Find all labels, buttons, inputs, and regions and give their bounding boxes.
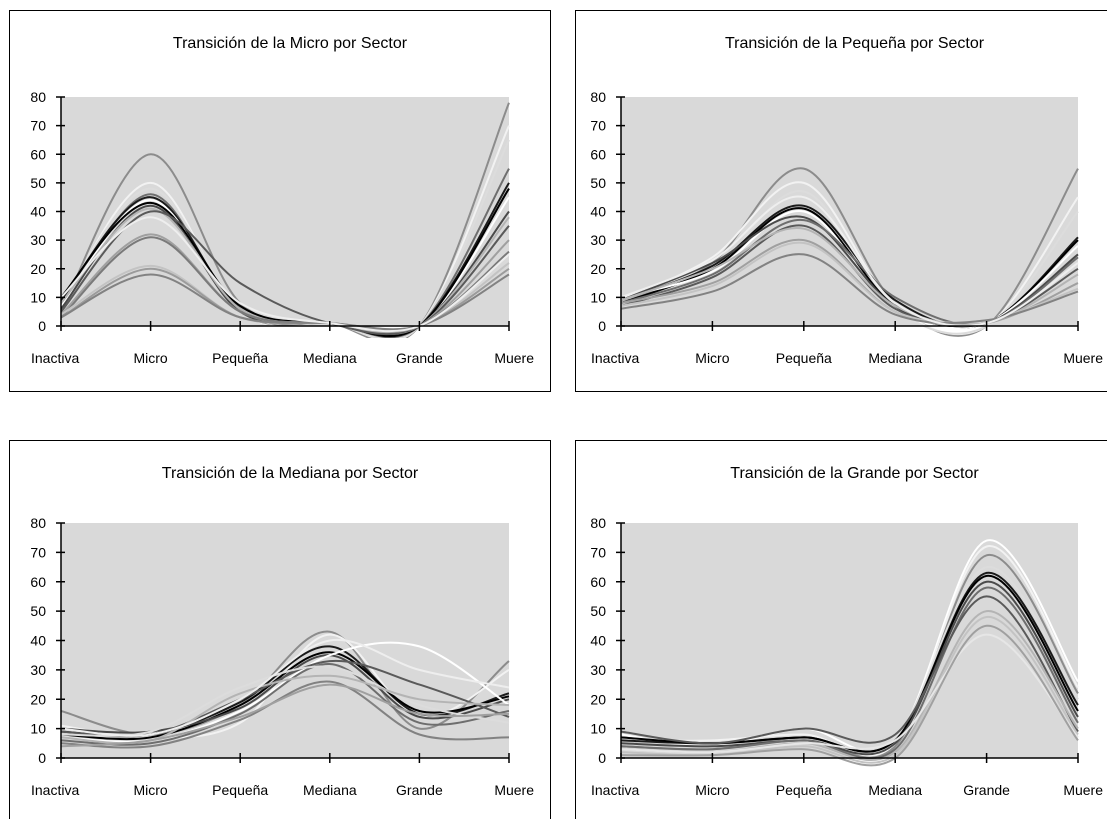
chart-panel-pequena: Transición de la Pequeña por Sector 0 10 20… — [575, 10, 1107, 392]
y-tick-label: 50 — [590, 603, 606, 619]
y-tick-label: 70 — [590, 118, 606, 134]
x-tick-label: Inactiva — [591, 350, 639, 366]
x-tick-label: Muere — [1063, 350, 1103, 366]
x-tick-label: Muere — [494, 782, 534, 798]
y-tick-label: 0 — [38, 318, 46, 334]
chart-svg-mediana: Transición de la Mediana por Sector 0 10 20… — [30, 465, 534, 798]
y-tick-label: 0 — [38, 750, 46, 766]
y-tick-label: 60 — [590, 574, 606, 590]
chart-svg-micro: Transición de la Micro por Sector 0 10 20 30… — [30, 35, 534, 366]
x-tick-label: Micro — [695, 350, 729, 366]
series-line-8 — [621, 586, 1079, 760]
chart-svg-pequena: Transición de la Pequeña por Sector 0 10 20… — [590, 35, 1103, 366]
x-tick-label: Micro — [133, 782, 167, 798]
series-line-10 — [61, 210, 510, 336]
y-tick-label: 80 — [590, 89, 606, 105]
y-tick-label: 40 — [590, 204, 606, 220]
y-tick-label: 80 — [30, 89, 46, 105]
x-tick-label: Grande — [963, 350, 1010, 366]
x-tick-label: Inactiva — [31, 350, 79, 366]
chart-title: Transición de la Mediana por Sector — [162, 465, 419, 482]
series-line-12 — [61, 683, 510, 748]
x-tick-label: Muere — [494, 350, 534, 366]
series-line-12 — [621, 633, 1079, 754]
chart-panel-micro: Transición de la Micro por Sector 0 10 20 30… — [9, 10, 551, 392]
x-tick-label: Mediana — [303, 782, 357, 798]
y-tick-label: 40 — [30, 204, 46, 220]
series-line-11 — [621, 238, 1079, 327]
series-line-13 — [61, 638, 510, 737]
y-tick-label: 0 — [598, 750, 606, 766]
series-line-6 — [621, 210, 1079, 330]
x-tick-label: Muere — [1063, 782, 1103, 798]
x-tick-label: Grande — [963, 782, 1010, 798]
y-tick-label: 80 — [30, 515, 46, 531]
y-tick-label: 40 — [590, 633, 606, 649]
y-tick-label: 60 — [30, 146, 46, 162]
x-tick-label: Inactiva — [591, 782, 639, 798]
series-line-7 — [61, 188, 510, 337]
series-line-16 — [61, 216, 510, 333]
y-tick-label: 10 — [30, 289, 46, 305]
series-group — [621, 167, 1079, 337]
series-group — [61, 102, 510, 338]
chart-title: Transición de la Micro por Sector — [173, 35, 408, 52]
series-group — [61, 630, 510, 749]
y-tick-label: 10 — [590, 721, 606, 737]
y-tick-label: 30 — [30, 662, 46, 678]
y-tick-label: 30 — [590, 662, 606, 678]
y-tick-label: 0 — [598, 318, 606, 334]
chart-panel-grande: Transición de la Grande por Sector 0 10 20 3… — [575, 440, 1107, 819]
y-tick-label: 70 — [30, 118, 46, 134]
x-tick-label: Pequeña — [776, 350, 832, 366]
x-tick-label: Grande — [396, 782, 443, 798]
chart-panel-mediana: Transición de la Mediana por Sector 0 10 20… — [9, 440, 551, 819]
chart-title: Transición de la Pequeña por Sector — [725, 35, 985, 52]
series-line-13 — [621, 253, 1079, 325]
x-tick-label: Grande — [396, 350, 443, 366]
x-tick-label: Mediana — [868, 350, 922, 366]
x-tick-label: Micro — [695, 782, 729, 798]
y-tick-label: 50 — [590, 175, 606, 191]
x-tick-label: Pequeña — [776, 782, 832, 798]
y-tick-label: 30 — [30, 232, 46, 248]
series-line-7 — [621, 580, 1079, 756]
y-tick-label: 20 — [30, 691, 46, 707]
series-line-4 — [61, 651, 510, 741]
series-line-10 — [61, 680, 510, 749]
x-tick-label: Micro — [133, 350, 167, 366]
x-tick-label: Mediana — [868, 782, 922, 798]
y-tick-label: 50 — [30, 603, 46, 619]
series-line-9 — [621, 595, 1079, 745]
y-tick-label: 10 — [590, 289, 606, 305]
series-line-14 — [621, 195, 1079, 327]
series-line-9 — [61, 665, 510, 737]
y-tick-label: 70 — [30, 544, 46, 560]
y-tick-label: 50 — [30, 175, 46, 191]
series-line-2 — [621, 181, 1079, 336]
x-tick-label: Inactiva — [31, 782, 79, 798]
x-tick-label: Pequeña — [212, 350, 268, 366]
y-tick-label: 40 — [30, 633, 46, 649]
y-tick-label: 20 — [590, 691, 606, 707]
y-tick-label: 60 — [590, 146, 606, 162]
y-tick-label: 80 — [590, 515, 606, 531]
chart-title: Transición de la Grande por Sector — [730, 465, 979, 482]
y-tick-label: 20 — [30, 261, 46, 277]
y-tick-label: 10 — [30, 721, 46, 737]
y-tick-label: 70 — [590, 544, 606, 560]
x-tick-label: Mediana — [303, 350, 357, 366]
y-tick-label: 20 — [590, 261, 606, 277]
y-tick-label: 60 — [30, 574, 46, 590]
chart-svg-grande: Transición de la Grande por Sector 0 10 20 3… — [590, 465, 1103, 798]
series-line-15 — [61, 273, 510, 331]
series-group — [621, 539, 1079, 767]
y-tick-label: 30 — [590, 232, 606, 248]
x-tick-label: Pequeña — [212, 782, 268, 798]
